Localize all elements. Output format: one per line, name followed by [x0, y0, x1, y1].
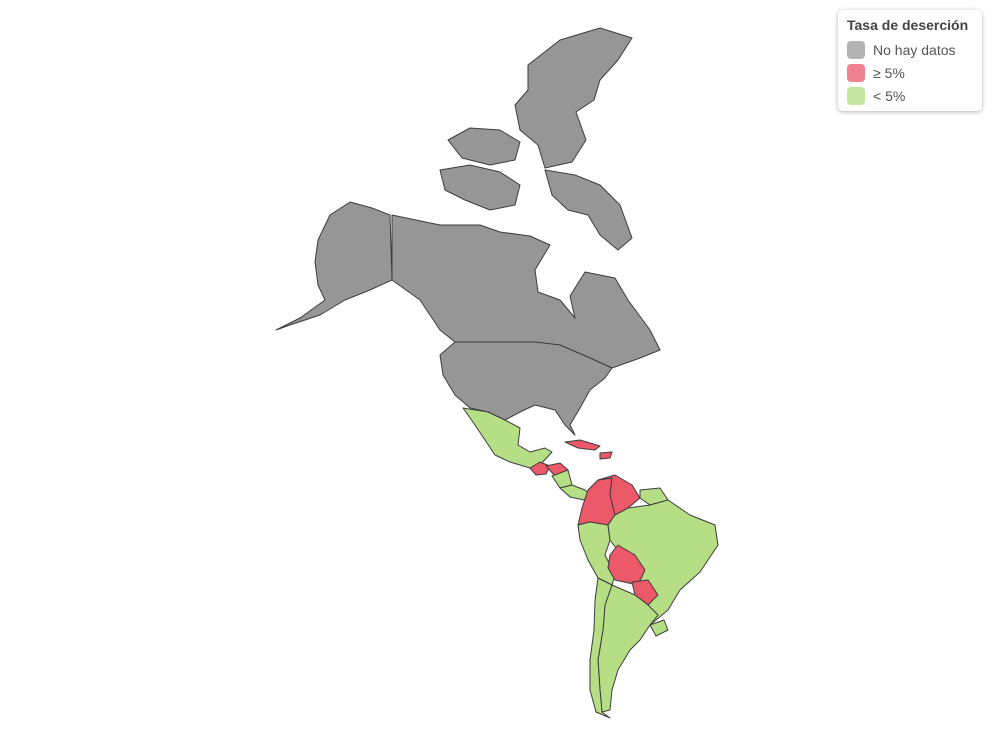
legend-swatch — [847, 40, 865, 59]
region-canada-victoria[interactable] — [439, 164, 521, 211]
region-bolivia[interactable] — [607, 544, 646, 586]
region-mexico[interactable] — [462, 407, 553, 469]
legend-swatch — [847, 86, 865, 105]
region-united-states[interactable] — [439, 341, 613, 436]
region-paraguay[interactable] — [631, 579, 659, 606]
region-canada-arctic-islands-west[interactable] — [447, 127, 521, 166]
region-cuba[interactable] — [564, 439, 601, 451]
region-chile[interactable] — [589, 577, 613, 719]
legend-item-label: No hay datos — [873, 41, 956, 58]
legend-item-no-data[interactable]: No hay datos — [847, 38, 973, 61]
region-guatemala[interactable] — [529, 461, 551, 476]
region-canada-arctic-islands[interactable] — [514, 27, 633, 169]
legend: Tasa de deserción No hay datos ≥ 5% < 5% — [838, 10, 982, 111]
legend-item-label: ≥ 5% — [873, 64, 905, 81]
region-colombia[interactable] — [577, 477, 616, 526]
legend-item-low[interactable]: < 5% — [847, 84, 973, 107]
legend-swatch — [847, 63, 865, 82]
legend-item-high[interactable]: ≥ 5% — [847, 61, 973, 84]
region-canada-baffin[interactable] — [544, 169, 633, 251]
region-hispaniola[interactable] — [599, 451, 613, 460]
region-alaska[interactable] — [275, 201, 393, 331]
legend-title: Tasa de deserción — [847, 17, 969, 33]
legend-item-label: < 5% — [873, 87, 906, 104]
region-uruguay[interactable] — [649, 619, 669, 637]
